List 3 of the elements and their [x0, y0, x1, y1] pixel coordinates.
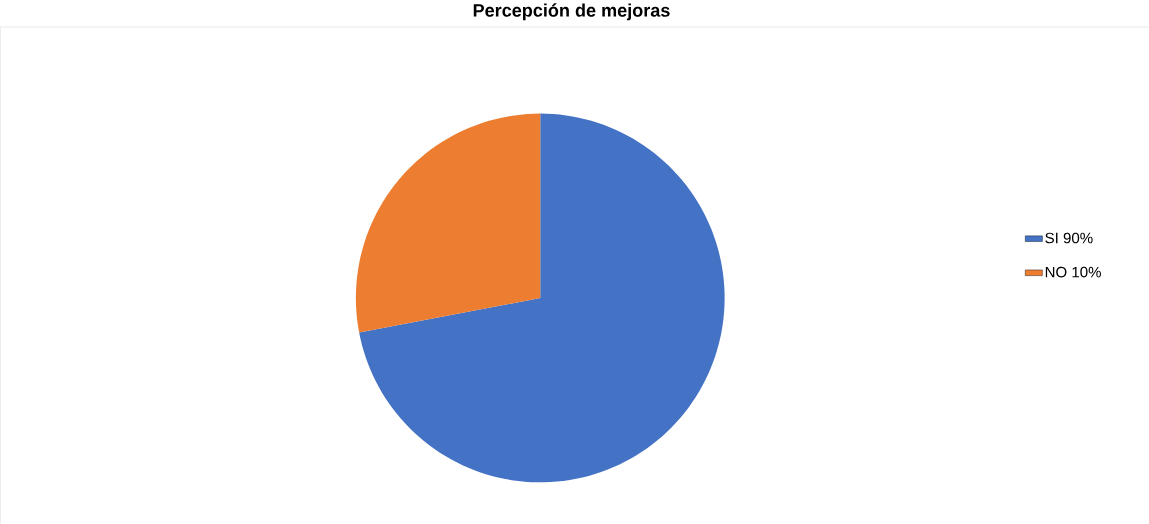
legend-label: SI 90% — [1045, 232, 1093, 244]
chart-title: Percepción de mejoras — [473, 3, 670, 21]
legend-label: NO 10% — [1045, 266, 1101, 278]
